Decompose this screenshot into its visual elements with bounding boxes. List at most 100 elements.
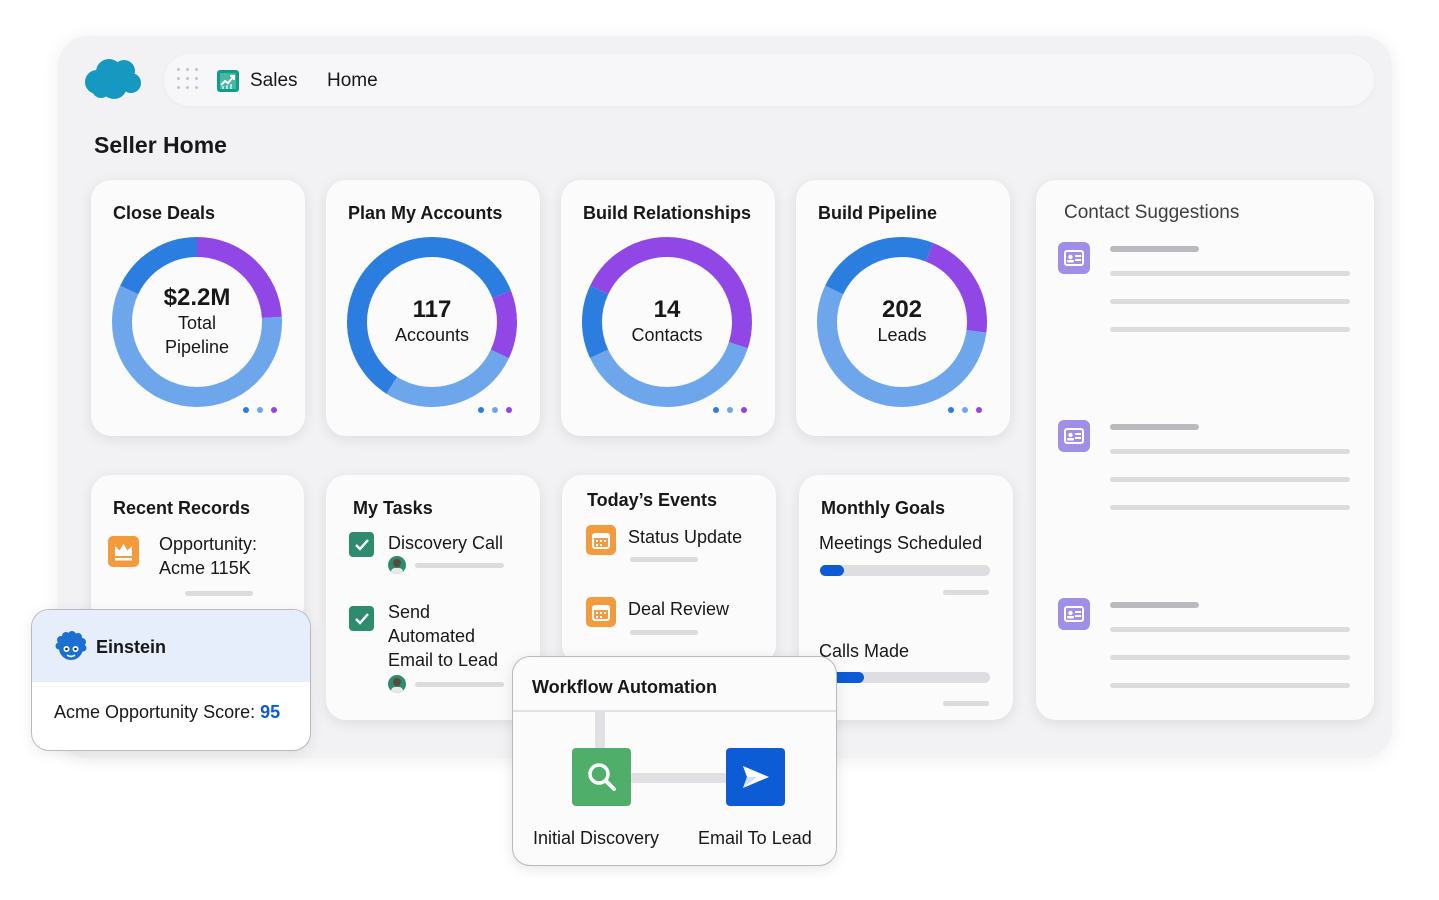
tab-home[interactable]: Home <box>327 70 378 91</box>
contact-suggestions-card: Contact Suggestions <box>1036 180 1374 720</box>
contact-card-icon[interactable] <box>1058 242 1090 274</box>
contact-card-icon[interactable] <box>1058 598 1090 630</box>
avatar <box>388 675 406 693</box>
donut-chart <box>817 237 987 407</box>
salesforce-cloud-logo[interactable] <box>84 58 142 100</box>
donut-chart <box>582 237 752 407</box>
placeholder-line <box>1110 271 1350 276</box>
task-checkbox[interactable] <box>349 606 374 631</box>
carousel-dot[interactable] <box>492 407 498 413</box>
recent-records-title: Recent Records <box>113 498 251 518</box>
nav-bar <box>164 54 1374 106</box>
email-to-lead-step[interactable] <box>726 748 785 806</box>
recent-record-line1[interactable]: Opportunity: <box>159 534 258 554</box>
placeholder-line <box>1110 655 1350 660</box>
einstein-score-label: Acme Opportunity Score: <box>54 702 256 722</box>
placeholder-line <box>1110 477 1350 482</box>
app-launcher-grid-icon[interactable] <box>177 68 199 90</box>
placeholder-line <box>185 591 253 596</box>
donut-card[interactable]: Plan My Accounts 117 Accounts <box>326 180 540 436</box>
donut-value: 117 <box>412 296 452 323</box>
carousel-dot[interactable] <box>271 407 277 413</box>
carousel-dots[interactable] <box>243 407 277 413</box>
placeholder-line <box>415 563 504 568</box>
carousel-dot[interactable] <box>257 407 263 413</box>
placeholder-line <box>1110 246 1199 252</box>
workflow-automation-card[interactable]: Workflow Automation Initial Discovery Em… <box>512 656 837 866</box>
carousel-dots[interactable] <box>948 407 982 413</box>
divider <box>513 710 836 712</box>
carousel-dot[interactable] <box>727 407 733 413</box>
goal-progress-bar <box>820 672 990 683</box>
carousel-dot[interactable] <box>948 407 954 413</box>
donut-segment <box>582 237 752 407</box>
send-icon <box>742 766 769 788</box>
einstein-card[interactable]: Einstein Acme Opportunity Score: 95 <box>31 609 311 751</box>
einstein-title: Einstein <box>96 637 167 657</box>
task-label-line2[interactable]: Automated <box>388 626 476 646</box>
donut-card-title: Build Pipeline <box>818 203 938 223</box>
placeholder-line <box>1110 602 1199 608</box>
donut-card[interactable]: Build Relationships 14 Contacts <box>561 180 775 436</box>
carousel-dot[interactable] <box>243 407 249 413</box>
sales-chart-icon <box>217 70 239 92</box>
placeholder-line <box>1110 627 1350 632</box>
donut-segment <box>347 237 517 407</box>
donut-card[interactable]: Build Pipeline 202 Leads <box>796 180 1010 436</box>
placeholder-line <box>1110 299 1350 304</box>
task-checkbox[interactable] <box>349 532 374 557</box>
donut-card-title: Build Relationships <box>583 203 752 223</box>
workflow-title: Workflow Automation <box>532 677 717 697</box>
event-label[interactable]: Deal Review <box>628 599 730 619</box>
donut-chart <box>347 237 517 407</box>
donut-value: $2.2M <box>163 284 231 311</box>
step-label: Initial Discovery <box>533 828 660 848</box>
donut-segment <box>112 237 282 407</box>
donut-segment <box>817 237 987 407</box>
check-icon <box>354 612 369 625</box>
todays-events-card: Today’s Events Status Update Deal Review <box>562 475 776 665</box>
carousel-dot[interactable] <box>976 407 982 413</box>
einstein-score-value: 95 <box>260 702 281 722</box>
carousel-dots[interactable] <box>478 407 512 413</box>
carousel-dot[interactable] <box>713 407 719 413</box>
contact-suggestions-title: Contact Suggestions <box>1064 202 1240 223</box>
carousel-dot[interactable] <box>962 407 968 413</box>
donut-center: 202 Leads <box>816 236 988 408</box>
donut-card[interactable]: Close Deals $2.2M Total Pipeline <box>91 180 305 436</box>
goal-progress-bar <box>820 565 990 576</box>
event-label[interactable]: Status Update <box>628 527 743 547</box>
connector-line <box>595 712 605 748</box>
donut-value: 202 <box>881 296 923 323</box>
einstein-icon <box>55 631 87 660</box>
donut-center: 14 Contacts <box>581 236 753 408</box>
goal-label: Meetings Scheduled <box>819 533 983 553</box>
todays-events-title: Today’s Events <box>587 490 718 510</box>
donut-segment <box>817 237 987 407</box>
donut-center: 117 Accounts <box>346 236 518 408</box>
task-label-line1[interactable]: Send <box>388 602 431 622</box>
initial-discovery-step[interactable] <box>572 748 631 806</box>
step-label: Email To Lead <box>698 828 812 848</box>
contact-card-icon[interactable] <box>1058 420 1090 452</box>
page-title: Seller Home <box>94 132 227 158</box>
carousel-dot[interactable] <box>478 407 484 413</box>
placeholder-line <box>1110 424 1199 430</box>
donut-card-title: Plan My Accounts <box>348 203 503 223</box>
carousel-dots[interactable] <box>713 407 747 413</box>
task-label[interactable]: Discovery Call <box>388 533 504 553</box>
task-label-line3[interactable]: Email to Lead <box>388 650 499 670</box>
goal-label: Calls Made <box>819 641 910 661</box>
search-icon <box>587 763 616 791</box>
opportunity-crown-icon <box>108 536 139 567</box>
recent-record-line2[interactable]: Acme 115K <box>159 558 251 578</box>
carousel-dot[interactable] <box>741 407 747 413</box>
donut-segment <box>347 237 517 407</box>
connector-line <box>631 773 727 783</box>
placeholder-line <box>943 590 989 595</box>
carousel-dot[interactable] <box>506 407 512 413</box>
donut-label: Leads <box>877 325 927 345</box>
app-name[interactable]: Sales <box>250 70 298 91</box>
einstein-score-row: Acme Opportunity Score: 95 <box>54 702 280 723</box>
recent-records-card: Recent Records Opportunity: Acme 115K <box>91 475 304 625</box>
